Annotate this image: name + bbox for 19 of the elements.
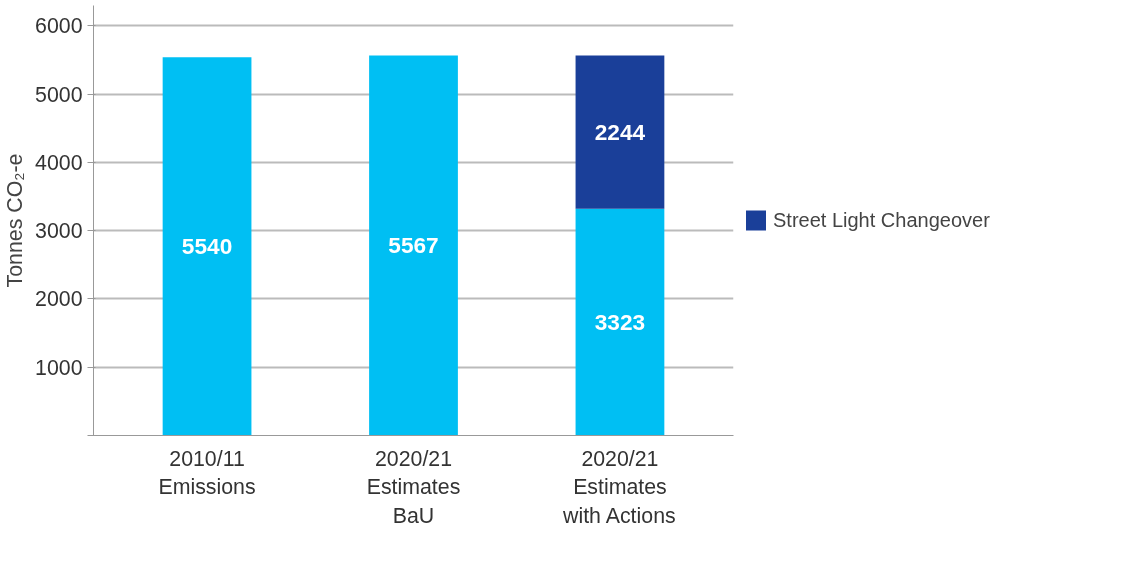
y-tick-label: 2000 [35, 287, 83, 312]
y-tick-label: 1000 [35, 355, 83, 380]
bar [575, 55, 665, 209]
x-tick-label: 2010/11 Emissions [158, 446, 256, 500]
x-tick-label: 2020/21 Estimates BaU [366, 446, 461, 529]
y-tick-label: 6000 [35, 14, 83, 39]
x-tick-label: 2020/21 Estimates with Actions [562, 446, 676, 529]
y-tick-label: 4000 [35, 150, 83, 175]
data-label: 2244 [594, 118, 646, 145]
y-tick-label: 5000 [35, 82, 83, 107]
bar [369, 55, 458, 436]
data-label: 3323 [594, 308, 646, 335]
bar [575, 208, 665, 436]
legend-label: Street Light Changeover [773, 208, 990, 232]
y-tick-label: 3000 [35, 219, 83, 244]
data-label: 5567 [388, 232, 439, 259]
bar [162, 57, 252, 436]
y-axis-title: Tonnes CO₂-e [3, 153, 28, 288]
data-label: 5540 [181, 232, 233, 259]
